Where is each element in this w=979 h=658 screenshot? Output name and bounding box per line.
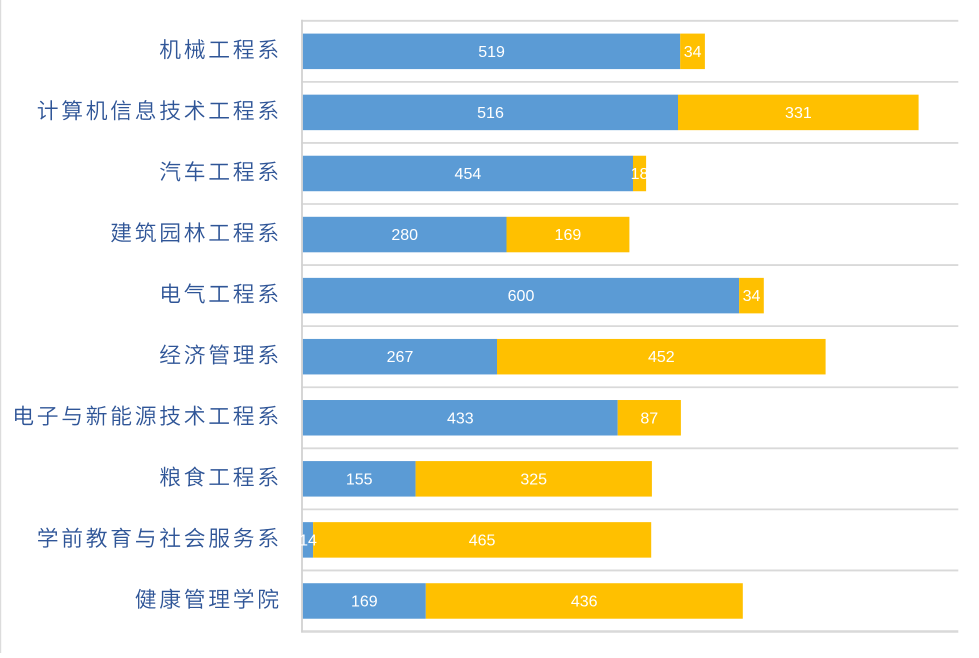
svg-text:436: 436 — [571, 593, 598, 610]
svg-text:34: 34 — [743, 288, 761, 305]
svg-text:325: 325 — [520, 471, 547, 488]
svg-text:519: 519 — [478, 44, 505, 61]
svg-text:516: 516 — [477, 105, 504, 122]
svg-text:280: 280 — [391, 227, 418, 244]
svg-text:452: 452 — [648, 349, 675, 366]
svg-text:331: 331 — [785, 105, 812, 122]
svg-text:169: 169 — [555, 227, 582, 244]
svg-text:600: 600 — [508, 288, 535, 305]
svg-text:34: 34 — [684, 44, 702, 61]
svg-text:454: 454 — [455, 166, 482, 183]
svg-text:14: 14 — [299, 532, 317, 549]
svg-text:155: 155 — [346, 471, 373, 488]
svg-text:18: 18 — [631, 166, 649, 183]
svg-text:433: 433 — [447, 410, 474, 427]
svg-text:169: 169 — [351, 593, 378, 610]
svg-text:87: 87 — [640, 410, 658, 427]
svg-text:465: 465 — [469, 532, 496, 549]
svg-text:267: 267 — [387, 349, 414, 366]
